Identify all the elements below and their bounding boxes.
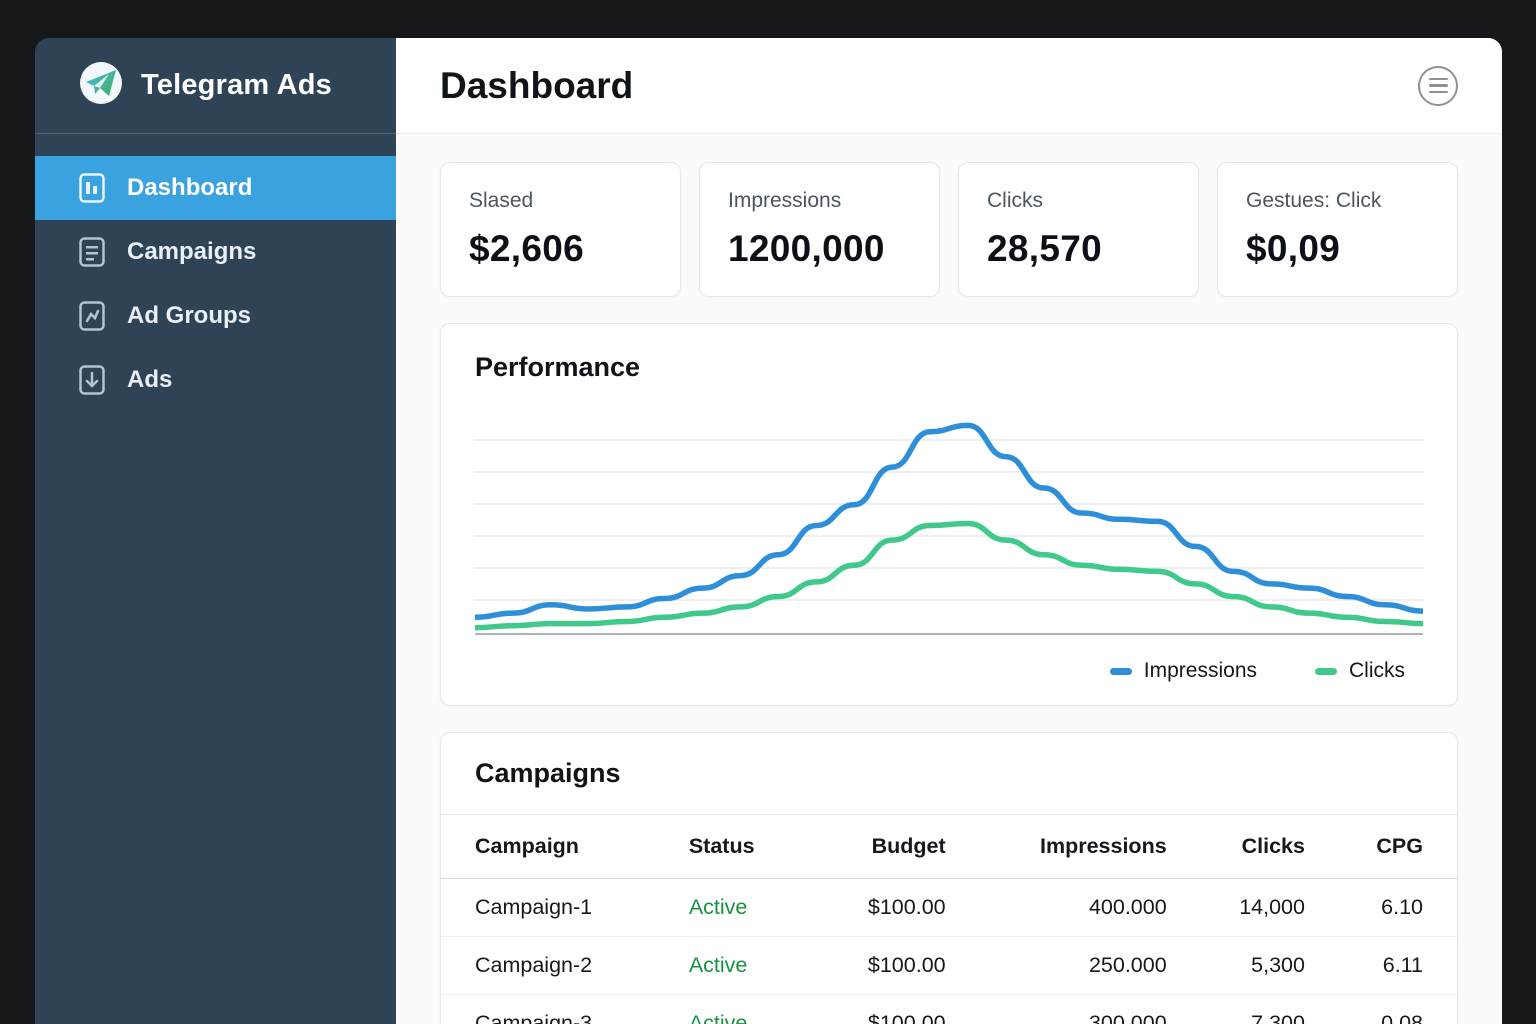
stat-label: Slased (469, 189, 534, 212)
cell-status: Active (670, 936, 810, 995)
ads-icon (79, 365, 105, 395)
chart-legend: Impressions Clicks (475, 659, 1423, 683)
sidebar-item-label: Dashboard (127, 174, 253, 201)
stat-label: Clicks (987, 189, 1043, 212)
sidebar-item-label: Ad Groups (127, 302, 251, 329)
campaigns-icon (79, 237, 105, 267)
performance-chart: Impressions Clicks (475, 397, 1423, 683)
sidebar-item-label: Ads (127, 366, 173, 393)
top-bar: Dashboard (396, 38, 1502, 134)
column-header-impressions: Impressions (963, 815, 1185, 879)
cell-impressions: 400.000 (963, 878, 1185, 937)
table-row[interactable]: Campaign-2 Active $100.00 250.000 5,300 … (441, 936, 1457, 995)
telegram-logo (79, 61, 123, 110)
stat-value: $2,606 (469, 228, 584, 269)
legend-label: Clicks (1349, 659, 1405, 682)
cell-status: Active (670, 878, 810, 937)
cell-clicks: 14,000 (1184, 878, 1323, 937)
hamburger-icon[interactable] (1418, 65, 1458, 106)
clicks-swatch-icon (1315, 667, 1337, 675)
legend-item-impressions: Impressions (1109, 659, 1257, 683)
stats-row: Slased $2,606 Impressions 1200,000 Click… (440, 162, 1458, 297)
campaigns-title: Campaigns (441, 733, 1457, 815)
app-window: Telegram Ads Dashboard Campaigns Ad Grou… (35, 38, 1502, 1024)
cell-clicks: 7,300 (1184, 994, 1323, 1024)
cell-campaign: Campaign-1 (441, 878, 671, 937)
sidebar: Telegram Ads Dashboard Campaigns Ad Grou… (35, 38, 396, 1024)
cell-campaign: Campaign-2 (441, 936, 671, 995)
sidebar-item-ads[interactable]: Ads (35, 348, 396, 412)
impressions-swatch-icon (1109, 667, 1132, 675)
brand: Telegram Ads (35, 38, 396, 134)
cell-budget: $100.00 (809, 878, 964, 937)
sidebar-item-label: Campaigns (127, 238, 257, 265)
page-title: Dashboard (440, 64, 634, 106)
stat-value: $0,09 (1246, 228, 1341, 269)
cell-budget: $100.00 (809, 936, 964, 995)
column-header-cpg: CPG (1322, 815, 1457, 879)
stat-value: 1200,000 (728, 228, 885, 269)
sidebar-item-campaigns[interactable]: Campaigns (35, 220, 396, 284)
line-chart (475, 422, 1423, 635)
cell-campaign: Campaign-3 (441, 994, 671, 1024)
dashboard-icon (79, 173, 105, 203)
cell-clicks: 5,300 (1184, 936, 1323, 995)
main-area: Dashboard Slased $2,606 Impressions 1200… (396, 38, 1502, 1024)
cell-cpg: 6.11 (1322, 936, 1457, 995)
sidebar-nav: Dashboard Campaigns Ad Groups Ads (35, 156, 396, 412)
stat-label: Gestues: Click (1246, 189, 1382, 212)
column-header-campaign: Campaign (441, 815, 671, 879)
cell-cpg: 6.10 (1322, 878, 1457, 937)
stat-card-clicks: Clicks 28,570 (958, 162, 1199, 297)
chart-gridlines (475, 439, 1423, 635)
column-header-clicks: Clicks (1184, 815, 1323, 879)
performance-card: Performance (440, 323, 1458, 706)
sidebar-item-ad-groups[interactable]: Ad Groups (35, 284, 396, 348)
cell-status: Active (670, 994, 810, 1024)
stat-card-impressions: Impressions 1200,000 (699, 162, 940, 297)
stat-label: Impressions (728, 189, 842, 212)
legend-label: Impressions (1143, 659, 1257, 682)
column-header-status: Status (670, 815, 810, 879)
campaigns-card: Campaigns Campaign Status Budget Impress… (440, 732, 1458, 1024)
table-row[interactable]: Campaign-3 Active $100.00 300.000 7,300 … (441, 994, 1457, 1024)
cell-impressions: 250.000 (963, 936, 1185, 995)
campaigns-table: Campaign Status Budget Impressions Click… (441, 815, 1457, 1024)
brand-title: Telegram Ads (141, 69, 332, 101)
column-header-budget: Budget (809, 815, 964, 879)
sidebar-item-dashboard[interactable]: Dashboard (35, 156, 396, 220)
performance-title: Performance (475, 352, 641, 382)
clicks-line (475, 520, 1423, 631)
stat-card-spend: Slased $2,606 (440, 162, 681, 297)
table-row[interactable]: Campaign-1 Active $100.00 400.000 14,000… (441, 878, 1457, 937)
table-header-row: Campaign Status Budget Impressions Click… (441, 815, 1457, 879)
cell-cpg: 0.08 (1322, 994, 1457, 1024)
legend-item-clicks: Clicks (1315, 659, 1405, 683)
stat-value: 28,570 (987, 228, 1102, 269)
impressions-line (475, 422, 1423, 621)
cell-budget: $100.00 (809, 994, 964, 1024)
ad-groups-icon (79, 301, 105, 331)
cell-impressions: 300.000 (963, 994, 1185, 1024)
stat-card-cost-per-click: Gestues: Click $0,09 (1217, 162, 1458, 297)
content: Slased $2,606 Impressions 1200,000 Click… (396, 134, 1502, 1024)
